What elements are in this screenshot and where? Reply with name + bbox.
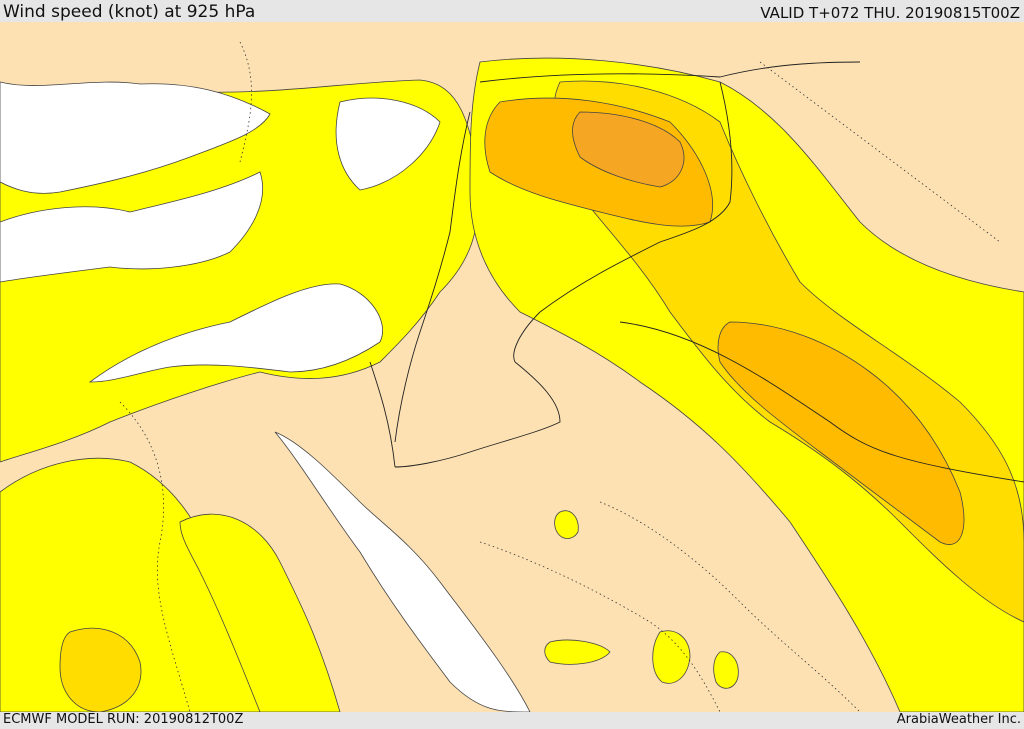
admin-line-4: [759, 61, 1001, 243]
border-egypt: [369, 361, 396, 468]
map-canvas: [0, 22, 1024, 712]
wind-blob-1: [652, 630, 691, 684]
wind-zone-africa-core: [59, 627, 142, 712]
wind-speed-map: [0, 22, 1024, 712]
model-run-label: ECMWF MODEL RUN: 20190812T00Z: [3, 712, 244, 727]
border-iraq-saudi: [619, 321, 1024, 483]
calm-sea-east: [335, 97, 441, 191]
calm-sea-north: [0, 81, 271, 194]
calm-sea-central: [0, 171, 264, 283]
wind-zone-africa-2: [179, 513, 341, 712]
wind-blob-4: [554, 510, 579, 539]
border-turkey-syria: [479, 61, 861, 83]
wind-zone-higher: [572, 111, 685, 188]
wind-zone-high-south: [717, 321, 965, 545]
wind-blob-3: [544, 639, 611, 665]
coastline-levant: [394, 111, 471, 443]
wind-blob-2: [713, 651, 739, 689]
admin-line-1: [119, 401, 191, 712]
border-jordan-saudi: [394, 361, 561, 468]
border-syria-iraq: [513, 81, 733, 363]
valid-time: VALID T+072 THU. 20190815T00Z: [760, 4, 1020, 22]
credit-label: ArabiaWeather Inc.: [896, 712, 1021, 727]
admin-line-2: [599, 501, 861, 712]
admin-line-5: [239, 41, 252, 163]
footer-bar: ECMWF MODEL RUN: 20190812T00Z ArabiaWeat…: [0, 712, 1024, 729]
map-title: Wind speed (knot) at 925 hPa: [3, 2, 256, 22]
title-bar: Wind speed (knot) at 925 hPa VALID T+072…: [0, 0, 1024, 22]
calm-sea-south: [88, 283, 383, 383]
